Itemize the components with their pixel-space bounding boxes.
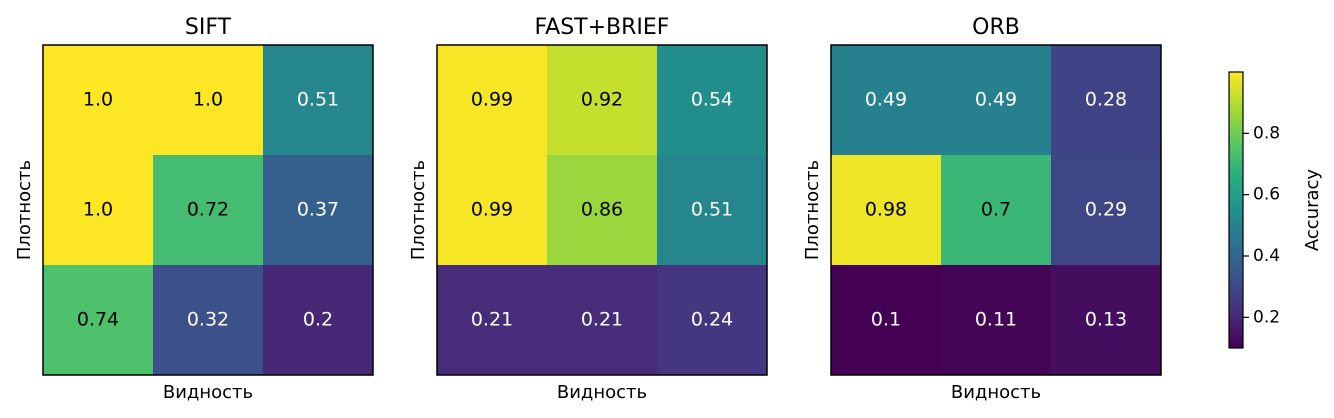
cell-value-label: 0.7: [981, 199, 1011, 221]
heatmap-cell: [941, 265, 1051, 375]
cell-value-label: 0.21: [471, 309, 513, 331]
colorbar-tick-label: 0.2: [1253, 307, 1280, 327]
panel-title: FAST+BRIEF: [535, 15, 670, 40]
heatmap-cell: [263, 45, 373, 155]
heatmap-cell: [437, 265, 547, 375]
cell-value-label: 0.92: [581, 89, 623, 111]
heatmap-cell: [263, 265, 373, 375]
heatmap-cell: [43, 265, 153, 375]
heatmap-cell: [1051, 265, 1161, 375]
colorbar-ticks: 0.2 0.4 0.6 0.8: [1243, 123, 1280, 327]
cell-value-label: 0.99: [471, 199, 513, 221]
x-axis-label: Видность: [951, 382, 1041, 403]
cell-value-label: 1.0: [193, 89, 223, 111]
panel-title: SIFT: [185, 15, 232, 40]
colorbar-tick-label: 0.4: [1253, 246, 1280, 266]
heatmap-cell: [547, 155, 657, 265]
heatmap-cell: [831, 155, 941, 265]
heatmap-cell: [547, 45, 657, 155]
heatmap-cell: [153, 45, 263, 155]
colorbar-label: Accuracy: [1302, 169, 1323, 252]
heatmap-cell: [831, 265, 941, 375]
heatmap-cell: [1051, 45, 1161, 155]
cell-value-label: 0.86: [581, 199, 623, 221]
cell-value-label: 0.49: [865, 89, 907, 111]
cell-value-label: 0.98: [865, 199, 907, 221]
panel-title: ORB: [972, 15, 1020, 40]
cell-value-label: 0.28: [1085, 89, 1127, 111]
cell-value-label: 0.99: [471, 89, 513, 111]
cell-value-label: 0.51: [297, 89, 339, 111]
cell-value-label: 0.51: [691, 199, 733, 221]
heatmap-cell: [657, 265, 767, 375]
heatmap-cell: [153, 265, 263, 375]
colorbar-tick-label: 0.8: [1253, 123, 1280, 143]
heatmap-panel: 0.49 0.49 0.28 0.98 0.7 0.29 0.1 0.11 0.13 ORB Вид…: [802, 15, 1162, 403]
heatmap-cell: [1051, 155, 1161, 265]
cell-value-label: 0.49: [975, 89, 1017, 111]
heatmap-cell: [43, 45, 153, 155]
y-axis-label: Плотность: [408, 160, 429, 260]
heatmap-panels: 1.0 1.0 0.51 1.0 0.72 0.37 0.74 0.32 0.2 SIFT Видн…: [14, 15, 1162, 403]
colorbar-tick-label: 0.6: [1253, 185, 1280, 205]
heatmap-cell: [657, 45, 767, 155]
cell-value-label: 0.2: [303, 309, 333, 331]
cell-value-label: 0.11: [975, 309, 1017, 331]
cell-value-label: 0.24: [691, 309, 733, 331]
heatmap-cell: [153, 155, 263, 265]
colorbar-gradient: [1228, 71, 1244, 349]
heatmap-cell: [437, 155, 547, 265]
colorbar: 0.2 0.4 0.6 0.8 Accuracy: [1228, 71, 1323, 349]
heatmap-cell: [831, 45, 941, 155]
y-axis-label: Плотность: [802, 160, 823, 260]
cell-value-label: 0.32: [187, 309, 229, 331]
heatmap-cell: [941, 155, 1051, 265]
heatmap-cell: [941, 45, 1051, 155]
cell-value-label: 0.13: [1085, 309, 1127, 331]
y-axis-label: Плотность: [14, 160, 35, 260]
cell-value-label: 0.74: [77, 309, 119, 331]
cell-value-label: 0.72: [187, 199, 229, 221]
cell-value-label: 1.0: [83, 89, 113, 111]
cell-value-label: 0.1: [871, 309, 901, 331]
panel-frame: [436, 44, 768, 376]
heatmap-cell: [657, 155, 767, 265]
cell-value-label: 0.37: [297, 199, 339, 221]
cell-value-label: 0.54: [691, 89, 733, 111]
cell-value-label: 0.21: [581, 309, 623, 331]
panel-frame: [42, 44, 374, 376]
heatmap-cell: [437, 45, 547, 155]
heatmap-panel: 1.0 1.0 0.51 1.0 0.72 0.37 0.74 0.32 0.2 SIFT Видн…: [14, 15, 374, 403]
cell-value-label: 1.0: [83, 199, 113, 221]
x-axis-label: Видность: [557, 382, 647, 403]
heatmap-panel: 0.99 0.92 0.54 0.99 0.86 0.51 0.21 0.21 0.24 FAST…: [408, 15, 768, 403]
heatmap-cell: [263, 155, 373, 265]
x-axis-label: Видность: [163, 382, 253, 403]
panel-frame: [830, 44, 1162, 376]
heatmap-cell: [43, 155, 153, 265]
heatmap-cell: [547, 265, 657, 375]
cell-value-label: 0.29: [1085, 199, 1127, 221]
